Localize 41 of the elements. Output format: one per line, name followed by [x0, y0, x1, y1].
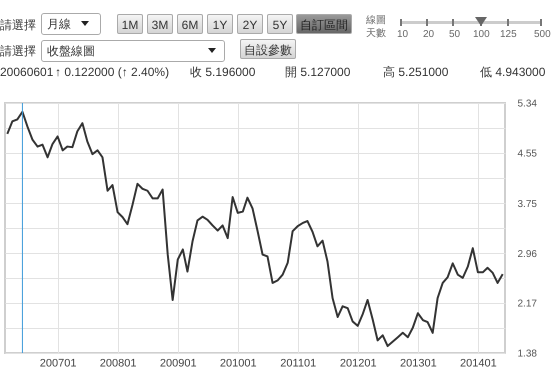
text: 線圖: [366, 15, 386, 26]
x-tick-label: 201301: [400, 358, 437, 370]
text: 1Y: [207, 14, 233, 34]
x-tick-label: 200701: [40, 358, 76, 370]
text: 100: [473, 29, 490, 40]
text: 5Y: [267, 14, 293, 34]
text: 3M: [147, 14, 173, 34]
text: 50: [449, 29, 460, 40]
text: 收盤線圖: [41, 40, 225, 62]
x-tick-label: 201101: [280, 358, 316, 370]
text: 10: [397, 29, 408, 40]
y-tick-label: 4.55: [518, 148, 538, 160]
y-tick-label: 2.17: [518, 298, 538, 310]
y-tick-label: 3.75: [518, 198, 538, 210]
text: 月線: [41, 13, 101, 35]
text: 開 5.127000: [285, 65, 350, 79]
text: 1M: [117, 14, 143, 34]
x-tick-label: 201401: [460, 358, 497, 370]
text: 自訂區間: [296, 14, 352, 34]
line-series: [6, 110, 504, 348]
text: 20: [423, 29, 434, 40]
text: 收 5.196000: [190, 65, 256, 79]
text: 500: [534, 29, 551, 40]
x-tick-label: 201001: [220, 358, 257, 370]
text: 20060601: [0, 65, 54, 79]
y-tick-label: 2.96: [518, 248, 538, 260]
text: 125: [500, 29, 517, 40]
text: 天數: [366, 28, 386, 39]
y-tick-label: 1.38: [518, 348, 538, 360]
text: 請選擇: [0, 18, 36, 32]
x-tick-label: 200801: [100, 358, 136, 370]
x-tick-label: 200901: [160, 358, 197, 370]
x-tick-label: 201201: [340, 358, 377, 370]
text: 請選擇: [0, 44, 36, 58]
y-tick-label: 5.34: [518, 98, 538, 110]
text: ↑ 0.122000 (↑ 2.40%): [55, 65, 170, 79]
text: 低 4.943000: [480, 65, 546, 79]
text: 自設參數: [240, 39, 296, 59]
text: 高 5.251000: [383, 65, 448, 79]
text: 2Y: [237, 14, 263, 34]
text: 6M: [177, 14, 203, 34]
